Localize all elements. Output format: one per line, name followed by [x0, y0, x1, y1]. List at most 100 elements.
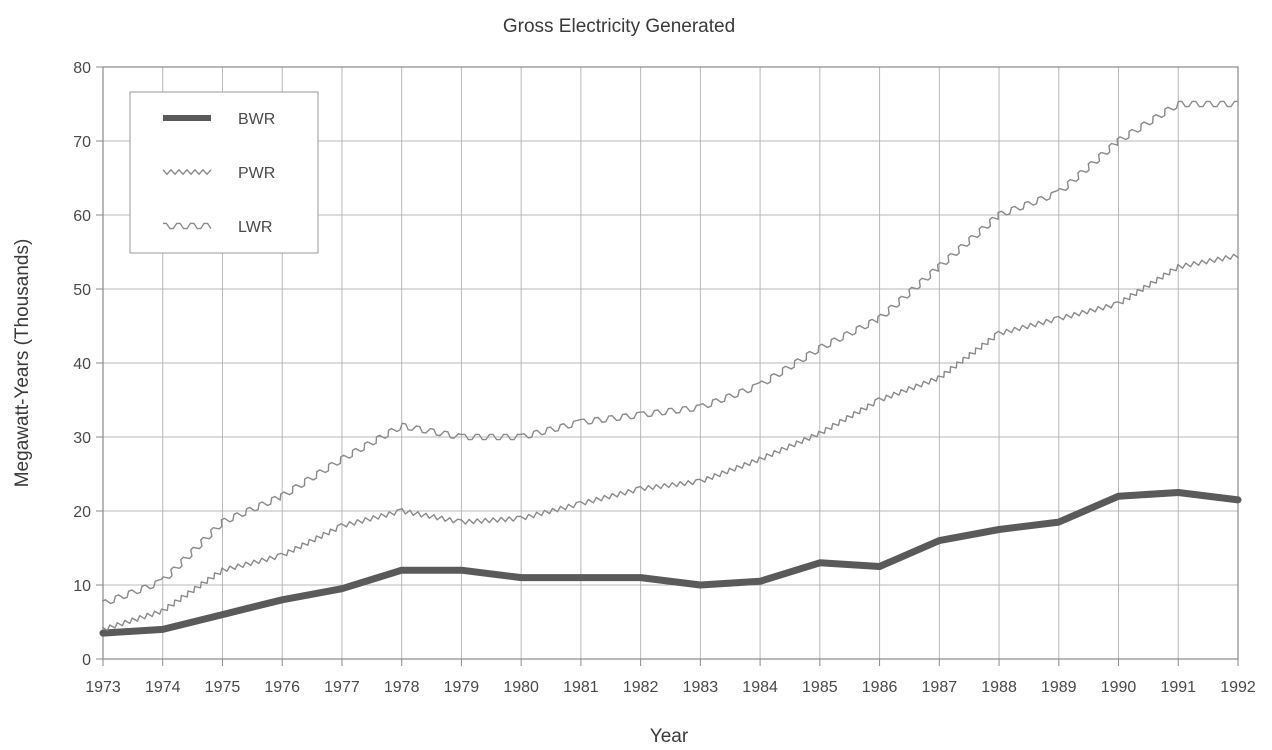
- data-point-bwr: [758, 579, 762, 583]
- x-tick-label: 1988: [981, 679, 1017, 696]
- data-point-bwr: [639, 576, 643, 580]
- x-tick-label: 1984: [742, 679, 778, 696]
- data-point-bwr: [579, 576, 583, 580]
- data-point-pwr: [220, 568, 224, 572]
- chart-title: Gross Electricity Generated: [503, 16, 735, 37]
- x-tick-label: 1985: [802, 679, 838, 696]
- legend-label: BWR: [238, 111, 275, 128]
- x-tick-label: 1975: [205, 679, 241, 696]
- data-point-bwr: [459, 568, 463, 572]
- data-point-lwr: [997, 213, 1001, 217]
- y-axis-label: Megawatt-Years (Thousands): [12, 239, 33, 488]
- x-tick-label: 1980: [503, 679, 539, 696]
- x-tick-label: 1992: [1220, 679, 1256, 696]
- data-point-pwr: [1057, 317, 1061, 321]
- x-tick-label: 1978: [384, 679, 420, 696]
- data-point-pwr: [280, 553, 284, 557]
- y-tick-label: 40: [73, 356, 91, 373]
- data-point-lwr: [280, 494, 284, 498]
- legend-swatch: [162, 168, 212, 176]
- y-tick-label: 70: [73, 134, 91, 151]
- y-tick-label: 0: [82, 652, 91, 669]
- x-tick-label: 1982: [623, 679, 659, 696]
- x-tick-label: 1991: [1160, 679, 1196, 696]
- legend-label: LWR: [238, 219, 272, 236]
- data-point-pwr: [937, 376, 941, 380]
- data-point-lwr: [1176, 102, 1180, 106]
- data-point-lwr: [459, 435, 463, 439]
- data-point-lwr: [519, 435, 523, 439]
- x-tick-label: 1983: [683, 679, 719, 696]
- data-point-pwr: [400, 509, 404, 513]
- x-tick-label: 1990: [1101, 679, 1137, 696]
- data-point-pwr: [997, 331, 1001, 335]
- series-line-pwr: [101, 253, 1239, 631]
- data-point-bwr: [1057, 520, 1061, 524]
- legend: BWR PWR LWR: [129, 91, 319, 254]
- data-point-pwr: [340, 524, 344, 528]
- data-point-lwr: [220, 520, 224, 524]
- data-point-pwr: [698, 479, 702, 483]
- data-point-lwr: [1057, 191, 1061, 195]
- x-tick-label: 1986: [862, 679, 898, 696]
- data-point-lwr: [161, 579, 165, 583]
- data-point-bwr: [997, 528, 1001, 532]
- data-point-bwr: [698, 583, 702, 587]
- data-point-lwr: [937, 265, 941, 269]
- data-point-lwr: [1236, 102, 1240, 106]
- x-tick-label: 1979: [444, 679, 480, 696]
- data-point-bwr: [937, 539, 941, 543]
- data-point-bwr: [1117, 494, 1121, 498]
- data-point-pwr: [1236, 254, 1240, 258]
- data-point-bwr: [519, 576, 523, 580]
- x-axis-label: Year: [650, 726, 689, 747]
- data-point-lwr: [340, 457, 344, 461]
- data-point-lwr: [818, 346, 822, 350]
- data-point-bwr: [400, 568, 404, 572]
- data-point-pwr: [818, 431, 822, 435]
- legend-box: [129, 91, 319, 254]
- data-point-pwr: [161, 609, 165, 613]
- data-point-bwr: [220, 613, 224, 617]
- data-point-pwr: [758, 457, 762, 461]
- series-lines: [99, 100, 1242, 637]
- data-point-pwr: [878, 398, 882, 402]
- data-point-lwr: [758, 383, 762, 387]
- data-point-pwr: [579, 502, 583, 506]
- x-tick-label: 1981: [563, 679, 599, 696]
- y-tick-label: 10: [73, 578, 91, 595]
- data-point-pwr: [639, 487, 643, 491]
- data-point-lwr: [878, 317, 882, 321]
- x-tick-label: 1987: [922, 679, 958, 696]
- x-axis: 1973 1974 1975 1976 1977 1978 1979 1980 1981 1982…: [85, 659, 1256, 696]
- data-point-lwr: [101, 602, 105, 606]
- y-tick-label: 30: [73, 430, 91, 447]
- x-tick-label: 1977: [324, 679, 360, 696]
- data-point-pwr: [1117, 302, 1121, 306]
- data-point-lwr: [639, 413, 643, 417]
- data-point-pwr: [519, 516, 523, 520]
- y-axis: 0 10 20 30 40 50 60 70 80: [73, 60, 103, 669]
- series-pwr: [101, 253, 1240, 631]
- legend-swatch: [163, 222, 212, 230]
- legend-label: PWR: [238, 165, 275, 182]
- x-tick-label: 1989: [1041, 679, 1077, 696]
- data-point-bwr: [1176, 491, 1180, 495]
- data-point-bwr: [340, 587, 344, 591]
- data-point-lwr: [579, 420, 583, 424]
- x-tick-label: 1974: [145, 679, 181, 696]
- series-line-bwr: [99, 489, 1242, 637]
- y-tick-label: 60: [73, 208, 91, 225]
- data-point-lwr: [698, 405, 702, 409]
- x-tick-label: 1976: [264, 679, 300, 696]
- data-point-lwr: [1117, 139, 1121, 143]
- data-point-bwr: [1236, 498, 1240, 502]
- data-point-bwr: [101, 631, 105, 635]
- series-line-lwr: [101, 100, 1238, 605]
- series-bwr: [99, 489, 1242, 637]
- data-point-pwr: [101, 627, 105, 631]
- data-point-bwr: [878, 565, 882, 569]
- series-lwr: [101, 100, 1240, 606]
- y-tick-label: 80: [73, 60, 91, 77]
